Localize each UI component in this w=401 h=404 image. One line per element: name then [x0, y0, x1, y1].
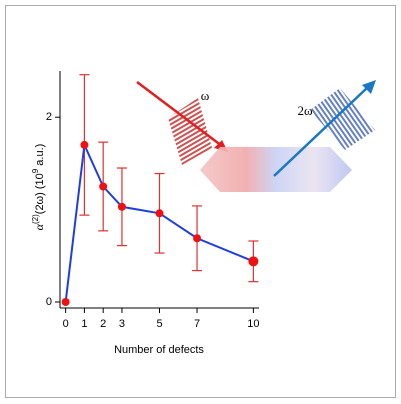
- frame: [5, 5, 396, 398]
- marker: [117, 202, 126, 211]
- x-tick-label: 7: [194, 318, 200, 330]
- molecule: [200, 147, 352, 192]
- marker: [80, 140, 89, 149]
- y-label-part: a.u.): [34, 144, 46, 169]
- outgoing-arrow: [273, 86, 369, 177]
- x-tick-label: 3: [119, 318, 125, 330]
- illustration: [136, 80, 376, 192]
- marker: [155, 209, 164, 218]
- y-label-part: 9: [31, 168, 40, 173]
- outgoing-pulse: [310, 88, 375, 150]
- y-label-part: (2ω) (10: [34, 173, 46, 214]
- y-tick-label: 0: [46, 296, 52, 308]
- x-tick-label: 5: [156, 318, 162, 330]
- incoming-pulse: [168, 98, 212, 165]
- annotation: ω: [201, 88, 210, 103]
- y-label-part: α: [32, 223, 46, 230]
- marker: [99, 182, 108, 191]
- marker: [61, 298, 70, 306]
- x-tick-label: 1: [81, 318, 87, 330]
- y-axis-label: α(2)(2ω) (109 a.u.): [31, 144, 46, 231]
- y-tick-label: 2: [46, 111, 52, 123]
- marker: [193, 234, 202, 243]
- y-label-part: (2): [31, 214, 40, 224]
- x-tick-label: 0: [63, 318, 69, 330]
- annotation: 2ω: [297, 103, 313, 118]
- x-tick-label: 10: [247, 318, 259, 330]
- x-axis-label: Number of defects: [114, 344, 204, 356]
- x-tick-label: 2: [100, 318, 106, 330]
- incoming-arrow: [136, 81, 223, 147]
- arrow-head: [362, 80, 376, 94]
- marker: [248, 256, 259, 267]
